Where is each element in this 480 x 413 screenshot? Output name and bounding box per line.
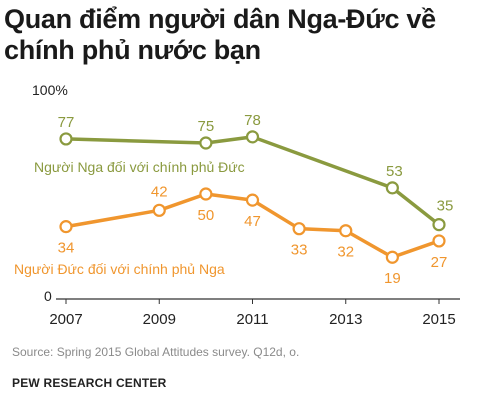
- russia-data-point: [245, 130, 260, 144]
- germany-data-point: [292, 222, 306, 236]
- russia-series-name: Người Nga đối với chính phủ Đức: [34, 159, 245, 175]
- germany-data-label: 27: [431, 254, 448, 271]
- germany-series-name: Người Đức đối với chính phủ Nga: [14, 261, 225, 277]
- germany-data-label: 50: [198, 207, 215, 224]
- russia-data-label: 53: [386, 163, 403, 180]
- x-tick-label: 2011: [236, 311, 268, 328]
- russia-data-label: 75: [198, 118, 215, 135]
- germany-data-point: [199, 187, 213, 201]
- germany-data-label: 32: [337, 244, 354, 261]
- germany-data-point: [339, 224, 353, 238]
- russia-data-label: 77: [58, 114, 75, 131]
- russia-data-point: [199, 136, 213, 150]
- germany-data-label: 33: [291, 242, 308, 259]
- russia-series-line: [64, 135, 441, 227]
- russia-data-label: 78: [244, 112, 261, 129]
- germany-data-point: [245, 193, 260, 207]
- russia-data-point: [385, 181, 399, 195]
- germany-data-label: 34: [58, 240, 75, 257]
- russia-data-point: [432, 218, 446, 232]
- source-note: Source: Spring 2015 Global Attitudes sur…: [12, 345, 300, 359]
- germany-data-point: [432, 234, 446, 248]
- germany-data-label: 19: [384, 270, 401, 287]
- x-tick-label: 2007: [49, 311, 82, 328]
- germany-data-label: 47: [244, 213, 261, 230]
- y-tick-label-min: 0: [44, 288, 52, 304]
- germany-data-point: [152, 203, 166, 217]
- chart-title: Quan điểm người dân Nga-Đức về chính phủ…: [4, 4, 436, 65]
- russia-data-point: [59, 132, 73, 146]
- germany-data-point: [59, 220, 73, 234]
- germany-series-line: [64, 192, 441, 259]
- x-tick-label: 2015: [422, 311, 455, 328]
- russia-data-label: 35: [437, 198, 454, 215]
- x-tick-label: 2013: [329, 311, 362, 328]
- x-tick-label: 2009: [143, 311, 176, 328]
- y-tick-label-max: 100%: [32, 82, 68, 98]
- germany-data-point: [385, 250, 399, 264]
- germany-data-label: 42: [151, 183, 168, 200]
- line-chart: 2007 2009 2011 2013 2015 100% 0 77 75 78 53 35 34 42 5…: [14, 82, 460, 328]
- organization-name: PEW RESEARCH CENTER: [12, 376, 167, 390]
